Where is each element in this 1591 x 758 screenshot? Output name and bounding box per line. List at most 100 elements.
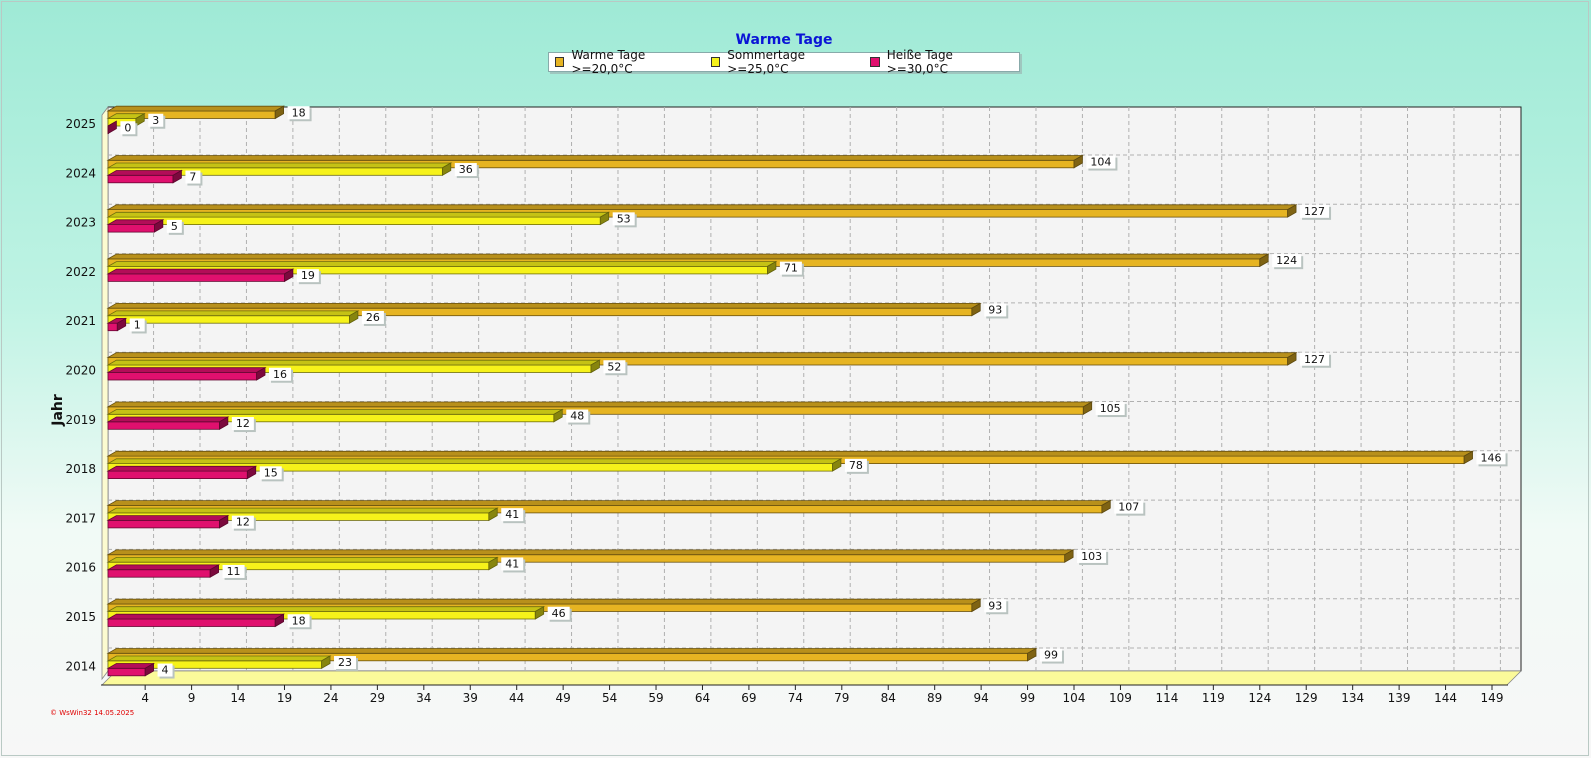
plot-back-wall	[107, 106, 1522, 672]
bar-side	[219, 514, 229, 529]
data-label-box	[1039, 648, 1062, 662]
y-tick-label: 2019	[65, 413, 96, 427]
x-tick-label: 19	[277, 691, 292, 705]
data-label: 11	[227, 565, 241, 578]
bar-top	[106, 507, 499, 514]
bar-side	[1027, 647, 1037, 662]
data-label: 23	[338, 656, 352, 669]
bar-2019-series-2: 12	[106, 416, 256, 433]
x-tick-label: 119	[1202, 691, 1225, 705]
y-tick-label: 2025	[65, 117, 96, 131]
x-tick-label: 109	[1109, 691, 1132, 705]
x-tick-label: 114	[1155, 691, 1178, 705]
bar-2024-series-2: 7	[106, 169, 203, 186]
data-label-box	[779, 261, 802, 275]
bar-top	[106, 219, 165, 226]
bar-front	[107, 174, 174, 184]
bar-2025-series-0: 18	[106, 105, 312, 122]
y-tick-label: 2023	[65, 216, 96, 230]
data-label-box	[1300, 204, 1330, 218]
data-label: 3	[152, 114, 159, 127]
x-tick-label: 139	[1388, 691, 1411, 705]
data-label: 105	[1100, 402, 1121, 415]
data-label-box	[1077, 549, 1107, 563]
data-label: 36	[459, 163, 473, 176]
y-tick-label: 2018	[65, 462, 96, 476]
bar-2021-series-2: 1	[106, 317, 147, 334]
x-tick-label: 84	[881, 691, 896, 705]
x-tick-label: 69	[741, 691, 756, 705]
y-tick-label: 2020	[65, 364, 96, 378]
bar-top	[106, 359, 601, 366]
bar-side	[349, 310, 359, 324]
data-label-box	[612, 212, 635, 226]
bar-side	[1073, 154, 1083, 169]
bar-2021-series-0: 93	[106, 302, 1009, 319]
bar-2017-series-1: 41	[106, 507, 526, 524]
x-tick-label: 39	[463, 691, 478, 705]
legend-swatch-warme-tage	[555, 57, 565, 67]
bar-top	[106, 409, 564, 415]
bar-2019-series-1: 48	[106, 408, 591, 425]
legend-item-sommertage: Sommertage >=25,0°C	[710, 48, 861, 76]
bar-side	[219, 416, 229, 430]
bar-2016-series-0: 103	[106, 549, 1109, 565]
bar-top	[106, 310, 360, 317]
bar-front	[107, 224, 155, 233]
bar-top	[106, 606, 546, 612]
bar-top	[106, 557, 499, 563]
bar-side	[256, 367, 266, 381]
x-tick-label: 34	[416, 691, 431, 705]
bar-side	[144, 662, 154, 677]
data-label-box	[287, 106, 310, 120]
x-tick-label: 9	[188, 691, 196, 705]
bar-side	[971, 302, 981, 317]
data-label: 124	[1276, 254, 1297, 267]
bar-side	[274, 105, 284, 120]
bar-top	[106, 655, 332, 662]
bar-side	[488, 507, 498, 522]
data-label: 46	[552, 607, 566, 620]
bar-side	[488, 556, 498, 571]
bar-2022-series-1: 71	[106, 260, 804, 277]
x-tick-label: 149	[1481, 691, 1504, 705]
bar-side	[116, 317, 127, 332]
data-label-box	[1476, 451, 1506, 465]
bar-2025-series-2: 0	[107, 120, 138, 137]
x-tick-label: 99	[1020, 691, 1035, 705]
bar-top	[106, 401, 1094, 408]
plot-left-wall	[101, 105, 109, 681]
bar-top	[106, 458, 843, 465]
data-label-box	[501, 557, 524, 571]
y-tick-label: 2022	[65, 265, 96, 279]
bar-top	[106, 253, 1270, 260]
data-label-box	[296, 269, 319, 283]
x-tick-label: 134	[1341, 691, 1364, 705]
bar-top	[106, 549, 1075, 556]
bar-2018-series-2: 15	[106, 465, 284, 482]
bar-2020-series-0: 127	[106, 352, 1332, 368]
y-tick-label: 2024	[65, 166, 96, 180]
x-tick-label: 54	[602, 691, 617, 705]
x-tick-label: 94	[973, 691, 988, 705]
bar-2024-series-0: 104	[106, 154, 1118, 171]
data-label: 18	[292, 614, 306, 627]
bar-2020-series-1: 52	[106, 359, 628, 376]
bar-front	[107, 273, 285, 282]
data-label-box	[231, 515, 254, 529]
bar-top	[106, 648, 1038, 654]
data-label-box	[1114, 500, 1144, 514]
bar-top	[106, 302, 982, 309]
bar-side	[599, 211, 610, 226]
data-label-box	[287, 614, 310, 628]
bar-side	[1064, 549, 1074, 563]
x-tick-label: 79	[834, 691, 849, 705]
legend-swatch-sommertage	[710, 57, 721, 67]
bar-side	[534, 606, 545, 620]
data-label: 41	[505, 557, 519, 570]
data-label-box	[1086, 155, 1116, 169]
data-label: 93	[988, 599, 1002, 612]
legend-item-warme-tage: Warme Tage >=20,0°C	[555, 48, 701, 76]
legend-item-heisse-tage: Heiße Tage >=30,0°C	[870, 48, 1009, 76]
data-label: 18	[292, 106, 306, 119]
